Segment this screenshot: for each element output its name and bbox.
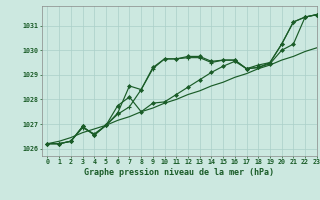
X-axis label: Graphe pression niveau de la mer (hPa): Graphe pression niveau de la mer (hPa) [84,168,274,177]
